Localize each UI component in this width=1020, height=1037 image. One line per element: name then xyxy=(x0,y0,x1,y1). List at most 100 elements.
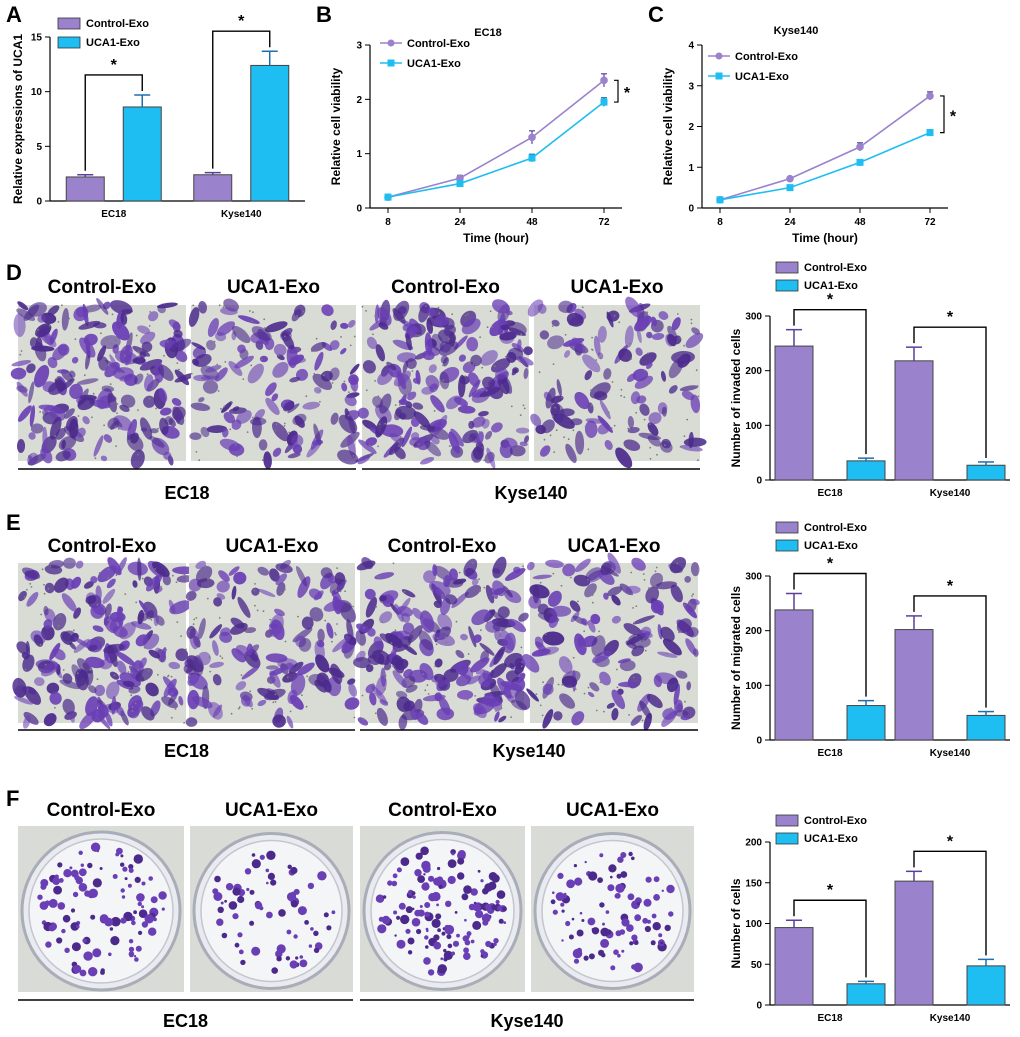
colony xyxy=(299,959,308,968)
membrane-pore xyxy=(433,410,436,412)
stained-cell xyxy=(430,395,445,413)
data-point-uca1 xyxy=(856,158,864,166)
membrane-pore xyxy=(539,581,542,584)
stained-cell xyxy=(116,557,127,574)
panel-label-f: F xyxy=(6,786,19,811)
stained-cell xyxy=(584,420,598,438)
x-tick-label: Kyse140 xyxy=(221,209,262,220)
membrane-pore xyxy=(381,601,384,604)
membrane-pore xyxy=(260,358,263,361)
stained-cell xyxy=(653,674,663,688)
stained-cell xyxy=(246,643,253,656)
stained-cell xyxy=(17,405,32,422)
membrane-pore xyxy=(116,403,119,405)
stained-cell xyxy=(443,678,451,685)
colony xyxy=(141,881,146,886)
colony xyxy=(416,928,422,935)
membrane-pore xyxy=(254,604,256,607)
stained-cell xyxy=(213,597,223,607)
membrane-pore xyxy=(399,403,401,406)
colony xyxy=(435,913,442,920)
membrane-pore xyxy=(302,310,305,313)
colony xyxy=(290,866,298,875)
data-point-uca1 xyxy=(600,98,608,106)
membrane-pore xyxy=(397,440,400,443)
x-tick-label: Kyse140 xyxy=(930,748,971,759)
stained-cell xyxy=(115,705,125,717)
colony xyxy=(472,903,481,912)
membrane-pore xyxy=(591,594,594,596)
membrane-pore xyxy=(313,428,316,431)
x-tick-label: 72 xyxy=(924,217,936,228)
chart-title: Kyse140 xyxy=(774,25,819,37)
membrane-pore xyxy=(394,404,397,406)
stained-cell xyxy=(97,345,107,362)
membrane-pore xyxy=(174,708,177,710)
significance-bracket xyxy=(84,74,143,171)
stained-cell xyxy=(96,298,109,315)
colony xyxy=(72,891,79,898)
y-tick-label: 3 xyxy=(688,81,694,92)
membrane-pore xyxy=(489,310,492,313)
membrane-pore xyxy=(96,678,99,681)
series-line-control xyxy=(719,95,931,201)
membrane-pore xyxy=(92,392,95,395)
membrane-pore xyxy=(251,320,253,323)
stained-cell xyxy=(145,682,159,697)
membrane-pore xyxy=(131,710,134,713)
stained-cell xyxy=(28,381,35,404)
stained-cell xyxy=(421,386,434,395)
membrane-pore xyxy=(283,425,286,427)
membrane-pore xyxy=(242,339,245,342)
colony xyxy=(424,911,430,917)
stained-cell xyxy=(630,391,641,405)
stained-cell xyxy=(550,395,564,404)
stained-cell xyxy=(158,387,168,403)
membrane-pore xyxy=(157,673,159,676)
y-axis-label: Relative expressions of UCA1 xyxy=(11,34,25,204)
stained-cell xyxy=(597,423,610,435)
stained-cell xyxy=(556,379,562,397)
membrane-pore xyxy=(124,362,126,364)
colony xyxy=(70,908,76,913)
colony xyxy=(276,956,282,962)
stained-cell xyxy=(470,354,482,367)
membrane-pore xyxy=(100,332,102,335)
stained-cell xyxy=(646,693,663,709)
membrane-pore xyxy=(427,693,430,695)
colony xyxy=(96,849,100,853)
image-title-uca1: UCA1-Exo xyxy=(225,800,318,821)
colony xyxy=(396,915,401,920)
membrane-pore xyxy=(535,693,538,696)
stained-cell xyxy=(413,411,431,428)
membrane-pore xyxy=(464,375,467,378)
colony xyxy=(246,887,250,892)
membrane-pore xyxy=(486,621,489,624)
stained-cell xyxy=(515,672,526,684)
membrane-pore xyxy=(641,719,644,722)
colony xyxy=(419,905,423,908)
stained-cell xyxy=(57,343,70,356)
stained-cell xyxy=(329,340,340,351)
membrane-pore xyxy=(374,314,377,317)
membrane-pore xyxy=(461,683,463,685)
membrane-pore xyxy=(480,629,482,632)
colony xyxy=(120,862,125,867)
colony xyxy=(491,874,500,883)
stained-cell xyxy=(206,340,216,351)
stained-cell xyxy=(356,560,376,571)
colony xyxy=(561,909,565,913)
stained-cell xyxy=(539,330,550,340)
stained-cell xyxy=(493,646,506,665)
stained-cell xyxy=(542,631,565,646)
stained-cell xyxy=(49,416,62,440)
stained-cell xyxy=(467,372,480,387)
colony xyxy=(381,915,391,925)
membrane-pore xyxy=(491,326,494,328)
stained-cell xyxy=(548,615,559,629)
colony xyxy=(600,927,610,937)
stained-cell xyxy=(209,661,224,668)
stained-cell xyxy=(272,421,289,442)
membrane-pore xyxy=(74,338,77,341)
